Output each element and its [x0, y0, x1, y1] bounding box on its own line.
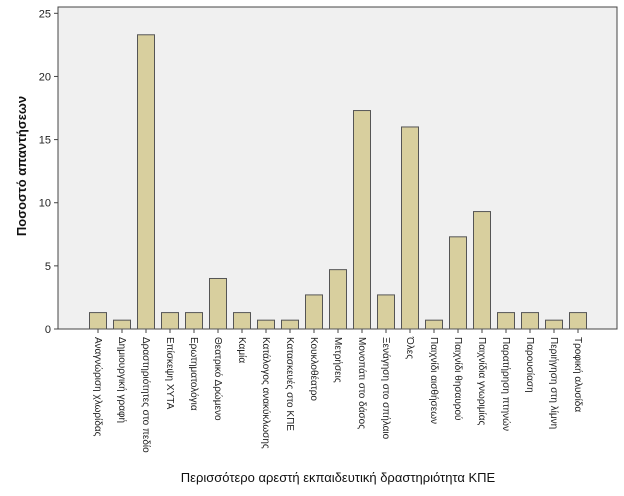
- y-tick-label: 20: [39, 71, 51, 83]
- bar: [137, 34, 155, 330]
- y-tick-label: 0: [45, 324, 51, 336]
- x-tick-label: Παρουσίαση: [524, 337, 536, 393]
- bar: [209, 277, 227, 330]
- bar: [425, 319, 443, 330]
- bar: [569, 312, 587, 330]
- x-tick-label: Παιχνίδι αισθήσεων: [428, 337, 440, 424]
- bar: [89, 312, 107, 330]
- x-tick-label: Αναγνώριση χλωρίδας: [92, 337, 104, 437]
- x-axis-title: Περισσότερο αρεστή εκπαιδευτική δραστηρι…: [181, 470, 496, 485]
- bar: [305, 294, 323, 330]
- bar: [545, 319, 563, 330]
- bar: [497, 312, 515, 330]
- bar: [281, 319, 299, 330]
- bar: [161, 312, 179, 330]
- x-tick-label: Όλες: [404, 336, 415, 359]
- y-tick-label: 5: [45, 261, 51, 273]
- x-tick-label: Καμία: [236, 337, 248, 363]
- bar: [113, 319, 131, 330]
- bar: [449, 236, 467, 330]
- y-axis-title: Ποσοστό απαντήσεων: [14, 96, 29, 236]
- x-tick-label: Παιχνίδια γνωριμίας: [476, 337, 488, 426]
- bar: [329, 269, 347, 330]
- bar: [353, 110, 371, 330]
- x-tick-label: Δραστηριότητες στο πεδίο: [140, 337, 152, 453]
- bar: [257, 319, 275, 330]
- bar: [185, 312, 203, 330]
- x-tick-label: Μετρήσεις: [332, 337, 344, 383]
- x-tick-label: Περιήγηση στη λίμνη: [548, 337, 560, 429]
- bar: [377, 294, 395, 330]
- x-tick-label: Ερωτηματολόγια: [188, 337, 200, 411]
- x-tick-label: Παιχνίδι θησαυρού: [452, 337, 464, 421]
- x-tick-label: Τροφική αλυσίδα: [572, 337, 584, 412]
- x-tick-label: Παρατήρηση πτηνών: [500, 337, 512, 431]
- x-tick-label: Δημιουργική γραφή: [116, 337, 128, 423]
- x-tick-label: Κουκλοθέατρο: [308, 337, 320, 401]
- y-tick-label: 10: [39, 198, 51, 210]
- y-tick-label: 25: [39, 8, 51, 20]
- x-tick-label: Κατασκευές στο ΚΠΕ: [284, 337, 296, 431]
- x-tick-label: Ξενάγηση στο σπήλαιο: [380, 337, 392, 440]
- bar: [401, 126, 419, 330]
- x-tick-label: Επίσκεψη ΧΥΤΑ: [164, 337, 176, 410]
- x-tick-label: Θεατρικό Δρώμενο: [212, 337, 224, 421]
- x-tick-label: Κατάλογος ανακύκλωσης: [260, 337, 272, 449]
- bar: [233, 312, 251, 330]
- x-tick-label: Μονοπάτι στο δάσος: [356, 337, 368, 429]
- y-tick-label: 15: [39, 135, 51, 147]
- bar: [473, 211, 491, 330]
- bar: [521, 312, 539, 330]
